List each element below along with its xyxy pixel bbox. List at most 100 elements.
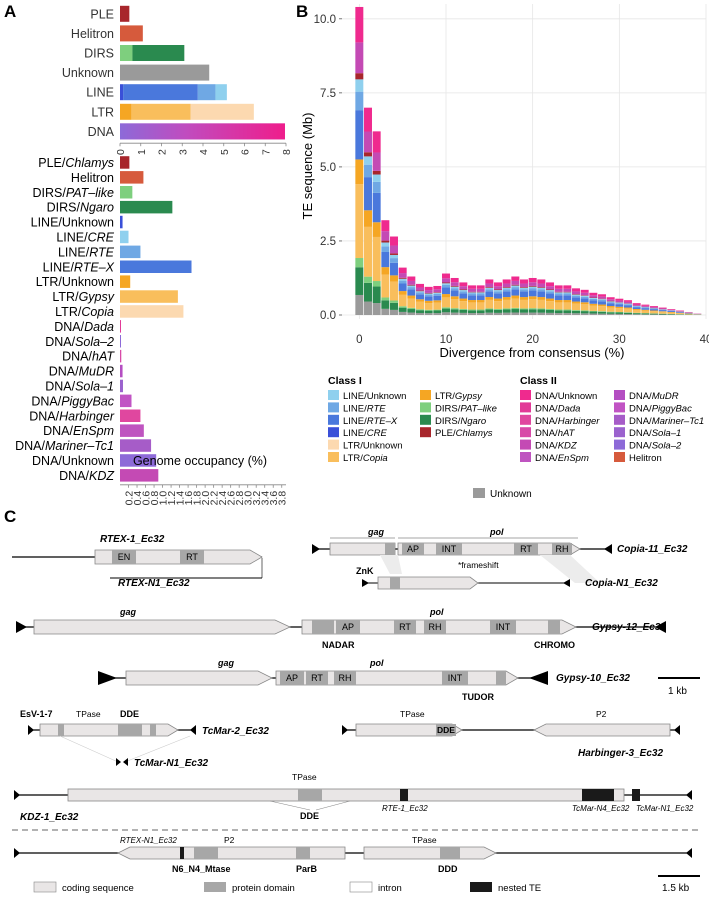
copia11-int-domain <box>436 543 462 555</box>
histogram-segment <box>390 302 398 310</box>
gypsy12-nadar-label: NADAR <box>322 640 355 650</box>
gypsy10-rh-domain <box>334 671 356 685</box>
y-tick-label: 5.0 <box>320 162 336 174</box>
histogram-segment <box>589 300 598 304</box>
histogram-segment <box>502 287 511 288</box>
histogram-segment <box>658 313 667 315</box>
legend-swatch <box>328 452 339 462</box>
superfamily-x-tick-label: 3.0 <box>243 491 255 506</box>
gypsy10-name: Gypsy-10_Ec32 <box>556 673 630 684</box>
harbinger3-name: Harbinger-3_Ec32 <box>578 748 663 759</box>
te-sequence-axis-title: TE sequence (Mb) <box>300 113 315 220</box>
histogram-segment <box>554 288 563 292</box>
histogram-segment <box>364 210 372 227</box>
histogram-segment <box>381 251 390 268</box>
histogram-segment <box>468 288 476 292</box>
histogram-segment <box>485 279 494 284</box>
x-tick-label: 40 <box>700 334 709 346</box>
histogram-segment <box>459 301 468 309</box>
superfamily-x-tick-label: 0.8 <box>149 491 161 506</box>
histogram-segment <box>407 289 416 296</box>
histogram-segment <box>433 295 442 301</box>
superfamily-bar <box>120 335 121 348</box>
histogram-segment <box>580 313 589 315</box>
histogram-segment <box>606 299 615 302</box>
frameshift-label: *frameshift <box>458 560 499 570</box>
histogram-segment <box>537 291 546 298</box>
key-intron-label: intron <box>378 883 402 894</box>
class-x-tick-label: 2 <box>157 149 169 155</box>
legend-label: DNA/Sola–2 <box>629 441 682 452</box>
bottom-parb-label: ParB <box>296 864 318 874</box>
histogram-segment <box>355 42 364 74</box>
histogram-segment <box>398 277 407 279</box>
gypsy12-ap-label: AP <box>342 622 354 632</box>
histogram-segment <box>390 254 398 259</box>
tcmar2-domain-2 <box>150 724 156 736</box>
histogram-segment <box>468 293 476 296</box>
histogram-segment <box>520 299 528 309</box>
x-tick-label: 0 <box>356 334 362 346</box>
histogram-segment <box>390 281 398 301</box>
histogram-segment <box>546 291 554 294</box>
legend-unknown-label: Unknown <box>490 489 532 500</box>
gypsy10-tudor-domain <box>496 671 506 685</box>
histogram-segment <box>424 292 433 294</box>
histogram-segment <box>450 286 459 289</box>
histogram-segment <box>364 282 372 302</box>
histogram-segment <box>485 283 494 288</box>
bottom-tpase-orf <box>363 846 497 860</box>
gypsy12-rt-domain <box>394 620 416 634</box>
legend-swatch <box>614 414 625 425</box>
superfamily-bar <box>120 364 123 378</box>
histogram-segment <box>580 296 589 299</box>
histogram-segment <box>528 312 537 315</box>
histogram-segment <box>424 296 433 301</box>
histogram-segment <box>355 110 364 160</box>
histogram-segment <box>537 309 546 313</box>
histogram-segment <box>520 312 528 315</box>
superfamily-label: DNA/Mariner–Tc1 <box>15 439 114 453</box>
copia11-rt-label: RT <box>520 544 532 554</box>
histogram-segment <box>580 302 589 305</box>
histogram-segment <box>520 291 528 298</box>
class-label: Helitron <box>71 27 114 41</box>
bottom-mtase-domain <box>194 847 218 859</box>
panel-label-a: A <box>4 2 16 21</box>
legend-label: DNA/Mariner–Tc1 <box>629 416 704 427</box>
kdz1-nested-rte1 <box>400 789 408 801</box>
legend-swatch <box>328 439 339 450</box>
bottom-rtexn1-label: RTEX-N1_Ec32 <box>120 836 177 845</box>
class-x-tick-label: 3 <box>177 149 189 155</box>
histogram-segment <box>364 226 372 277</box>
histogram-segment <box>372 192 381 223</box>
histogram-segment <box>468 313 476 315</box>
histogram-segment <box>641 304 650 306</box>
histogram-segment <box>511 307 520 310</box>
histogram-segment <box>667 312 676 314</box>
legend-label: LTR/Copia <box>343 453 388 464</box>
histogram-segment <box>624 308 632 313</box>
histogram-segment <box>572 303 580 311</box>
copia11-rh-label: RH <box>556 544 569 554</box>
histogram-segment <box>424 290 433 293</box>
histogram-segment <box>546 289 554 291</box>
gypsy12-chromo-domain <box>548 620 560 634</box>
class-bar-segment <box>132 45 185 61</box>
histogram-segment <box>615 298 624 301</box>
kdz1-dde-domain <box>298 789 322 801</box>
rtex1-rt-label: RT <box>186 552 198 562</box>
legend-swatch <box>520 452 531 462</box>
histogram-segment <box>398 307 407 312</box>
histogram-segment <box>494 298 502 302</box>
histogram-segment <box>589 298 598 301</box>
histogram-segment <box>546 309 554 313</box>
tcmar2-esv-domain <box>58 724 64 736</box>
histogram-segment <box>433 309 442 311</box>
harbinger-dde-domain <box>436 724 456 736</box>
histogram-segment <box>459 290 468 292</box>
superfamily-bar <box>120 424 144 437</box>
superfamily-bar <box>120 320 121 333</box>
histogram-segment <box>580 289 589 293</box>
histogram-segment <box>364 177 372 211</box>
